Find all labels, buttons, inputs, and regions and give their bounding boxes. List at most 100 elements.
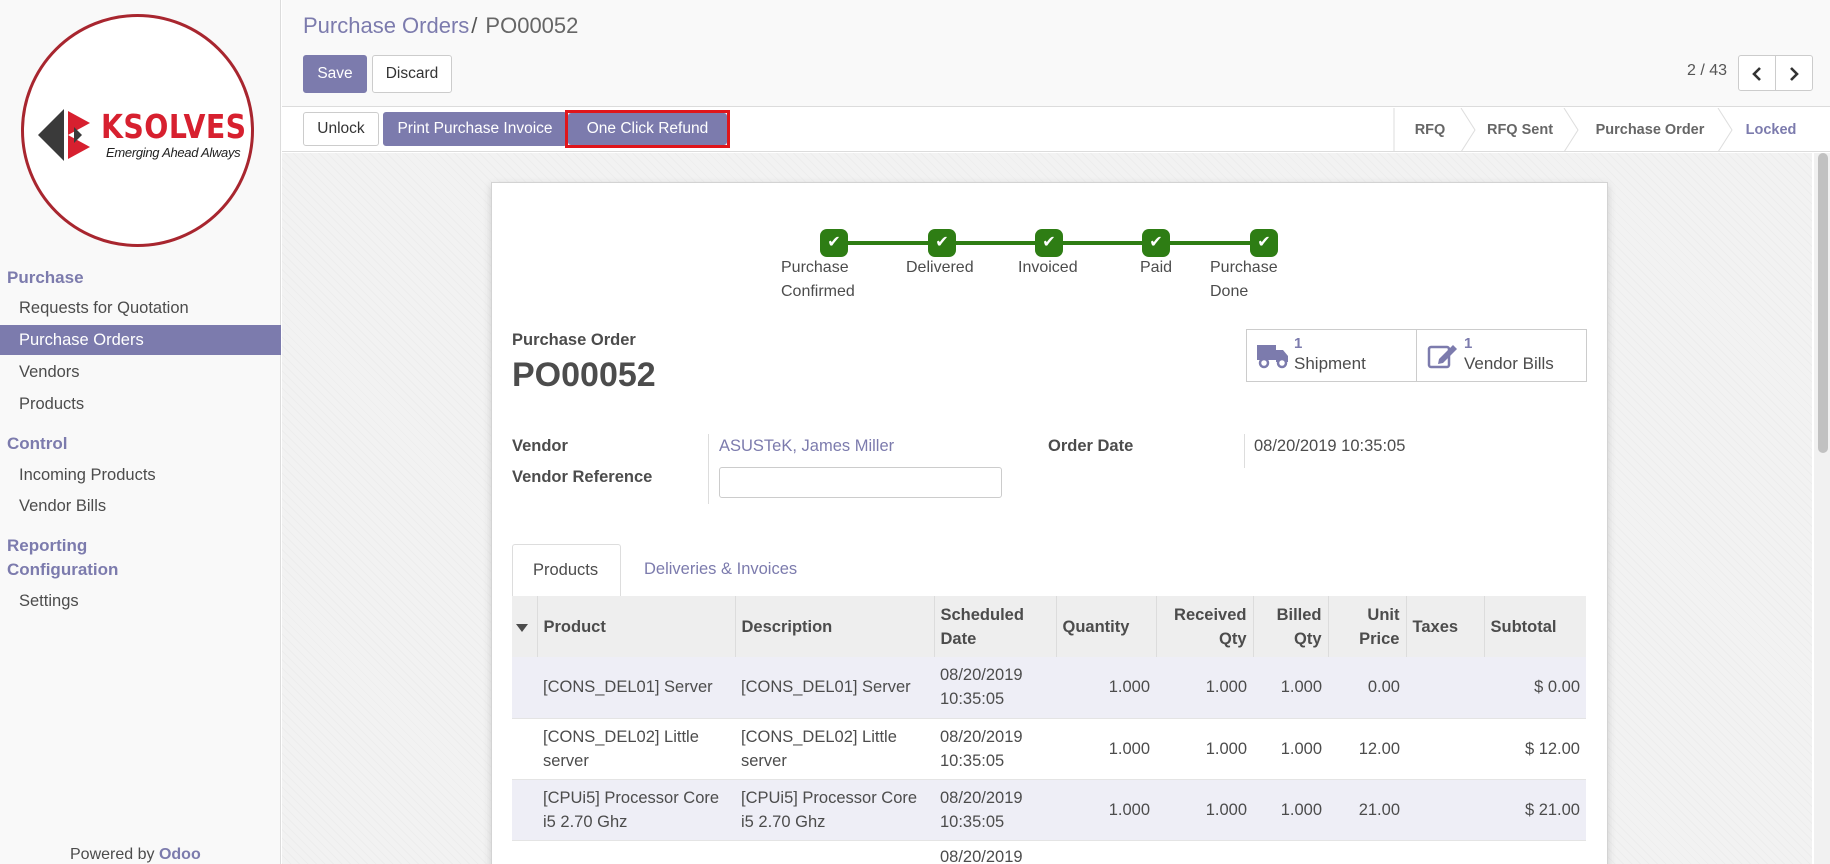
unlock-button[interactable]: Unlock	[303, 112, 379, 146]
cell-billed-qty: 1.000	[1253, 779, 1328, 841]
cell-quantity: 1.000	[1056, 657, 1156, 719]
check-icon: ✔	[1035, 229, 1063, 257]
column-header-quantity[interactable]: Quantity	[1056, 596, 1157, 657]
cell-billed-qty	[1253, 840, 1328, 864]
cell-product: [CONS_DEL02] Little server	[537, 718, 735, 780]
order-date-value: 08/20/2019 10:35:05	[1254, 437, 1406, 455]
sidebar-section-configuration[interactable]: Configuration	[7, 560, 119, 579]
column-header-description[interactable]: Description	[735, 596, 935, 657]
discard-button[interactable]: Discard	[372, 55, 452, 93]
cell-received-qty	[1156, 840, 1253, 864]
cell-quantity: 1.000	[1056, 718, 1156, 780]
cell-product	[537, 840, 735, 864]
column-header-subtotal[interactable]: Subtotal	[1484, 596, 1586, 657]
check-icon: ✔	[928, 229, 956, 257]
sidebar-section-purchase[interactable]: Purchase	[7, 268, 84, 287]
progress-step-invoiced: Invoiced	[1018, 259, 1078, 276]
cell-unit-price: 21.00	[1328, 779, 1406, 841]
status-stage-arrows	[1393, 108, 1733, 152]
check-icon: ✔	[1142, 229, 1170, 257]
sidebar-item-incoming-products[interactable]: Incoming Products	[19, 466, 156, 484]
tab-deliveries-invoices[interactable]: Deliveries & Invoices	[644, 560, 798, 578]
check-icon: ✔	[1250, 229, 1278, 257]
vendor-reference-input[interactable]	[719, 467, 1002, 498]
progress-step-purchase-done: Purchase Done	[1210, 259, 1278, 300]
table-row[interactable]: [CONS_DEL01] Server [CONS_DEL01] Server …	[512, 657, 1586, 719]
cell-product: [CPUi5] Processor Core i5 2.70 Ghz	[537, 779, 735, 841]
breadcrumb-purchase-orders[interactable]: Purchase Orders	[303, 13, 470, 38]
vendor-reference-label: Vendor Reference	[512, 468, 653, 486]
column-header-taxes[interactable]: Taxes	[1406, 596, 1485, 657]
cell-received-qty: 1.000	[1156, 657, 1253, 719]
document-type-label: Purchase Order	[512, 331, 636, 349]
save-button[interactable]: Save	[303, 55, 367, 93]
sidebar-item-requests-for-quotation[interactable]: Requests for Quotation	[19, 299, 189, 317]
stage-locked[interactable]: Locked	[1745, 122, 1797, 138]
cell-unit-price: 0.00	[1328, 657, 1406, 719]
print-purchase-invoice-button[interactable]: Print Purchase Invoice	[383, 112, 567, 146]
sidebar-section-control[interactable]: Control	[7, 434, 68, 453]
cell-billed-qty: 1.000	[1253, 718, 1328, 780]
cell-quantity	[1056, 840, 1156, 864]
table-row[interactable]: 08/20/2019	[512, 840, 1586, 864]
ksolves-logo-icon	[38, 109, 90, 161]
vendor-field[interactable]: ASUSTeK, James Miller	[719, 437, 895, 455]
column-header-product[interactable]: Product	[537, 596, 736, 657]
caret-down-icon	[516, 623, 528, 632]
pager-previous-button[interactable]	[1738, 55, 1776, 91]
logo-tagline: Emerging Ahead Always	[106, 145, 241, 160]
one-click-refund-button[interactable]: One Click Refund	[568, 113, 727, 145]
vendor-bills-smart-button[interactable]: 1 Vendor Bills	[1416, 329, 1587, 382]
column-header-received-qty[interactable]: Received Qty	[1156, 596, 1254, 657]
breadcrumb-separator: /	[471, 13, 478, 38]
logo-text: KSOLVES	[101, 107, 247, 146]
column-sort-toggle[interactable]	[512, 596, 538, 657]
cell-product: [CONS_DEL01] Server	[537, 657, 735, 719]
shipment-count: 1	[1294, 335, 1303, 352]
pager-next-button[interactable]	[1775, 55, 1813, 91]
column-header-unit-price[interactable]: Unit Price	[1328, 596, 1407, 657]
check-icon: ✔	[820, 229, 848, 257]
sidebar: KSOLVES Emerging Ahead Always Purchase R…	[0, 0, 281, 864]
table-row[interactable]: [CONS_DEL02] Little server [CONS_DEL02] …	[512, 718, 1586, 780]
table-header-row: Product Description Scheduled Date Quant…	[512, 596, 1586, 657]
stage-purchase-order[interactable]: Purchase Order	[1595, 122, 1705, 138]
column-header-billed-qty[interactable]: Billed Qty	[1253, 596, 1329, 657]
cell-taxes	[1406, 718, 1484, 780]
scrollbar-thumb[interactable]	[1818, 153, 1828, 453]
sidebar-section-reporting[interactable]: Reporting	[7, 536, 88, 555]
stage-rfq[interactable]: RFQ	[1414, 122, 1446, 138]
stage-rfq-sent[interactable]: RFQ Sent	[1486, 122, 1554, 138]
cell-scheduled-date: 08/20/2019	[934, 840, 1056, 864]
sidebar-item-products[interactable]: Products	[19, 395, 85, 413]
chevron-right-icon	[1790, 67, 1799, 81]
progress-step-delivered: Delivered	[906, 259, 974, 276]
control-panel: Purchase Orders/ PO00052	[282, 0, 1830, 107]
cell-taxes	[1406, 840, 1484, 864]
shipment-label: Shipment	[1294, 354, 1366, 373]
table-row[interactable]: [CPUi5] Processor Core i5 2.70 Ghz [CPUi…	[512, 779, 1586, 841]
chevron-left-icon	[1752, 67, 1761, 81]
cell-description	[735, 840, 934, 864]
tab-products[interactable]: Products	[512, 544, 621, 597]
truck-icon	[1257, 345, 1288, 369]
page-title: PO00052	[512, 356, 656, 394]
company-logo[interactable]: KSOLVES Emerging Ahead Always	[21, 14, 254, 247]
sidebar-item-vendor-bills[interactable]: Vendor Bills	[19, 497, 107, 515]
sidebar-item-purchase-orders[interactable]: Purchase Orders	[0, 325, 281, 355]
cell-taxes	[1406, 657, 1484, 719]
cell-unit-price	[1328, 840, 1406, 864]
sidebar-item-settings[interactable]: Settings	[19, 592, 79, 610]
cell-subtotal: $ 21.00	[1484, 779, 1586, 841]
cell-taxes	[1406, 779, 1484, 841]
cell-description: [CPUi5] Processor Core i5 2.70 Ghz	[735, 779, 934, 841]
pager-value: 2 / 43	[1687, 62, 1728, 79]
cell-scheduled-date: 08/20/2019 10:35:05	[934, 779, 1056, 841]
odoo-link[interactable]: Odoo	[158, 846, 201, 863]
cell-subtotal: $ 12.00	[1484, 718, 1586, 780]
sidebar-item-vendors[interactable]: Vendors	[19, 363, 80, 381]
column-header-scheduled-date[interactable]: Scheduled Date	[934, 596, 1057, 657]
shipment-smart-button[interactable]: 1 Shipment	[1246, 329, 1417, 382]
vendor-bills-label: Vendor Bills	[1464, 354, 1554, 373]
cell-subtotal	[1484, 840, 1586, 864]
